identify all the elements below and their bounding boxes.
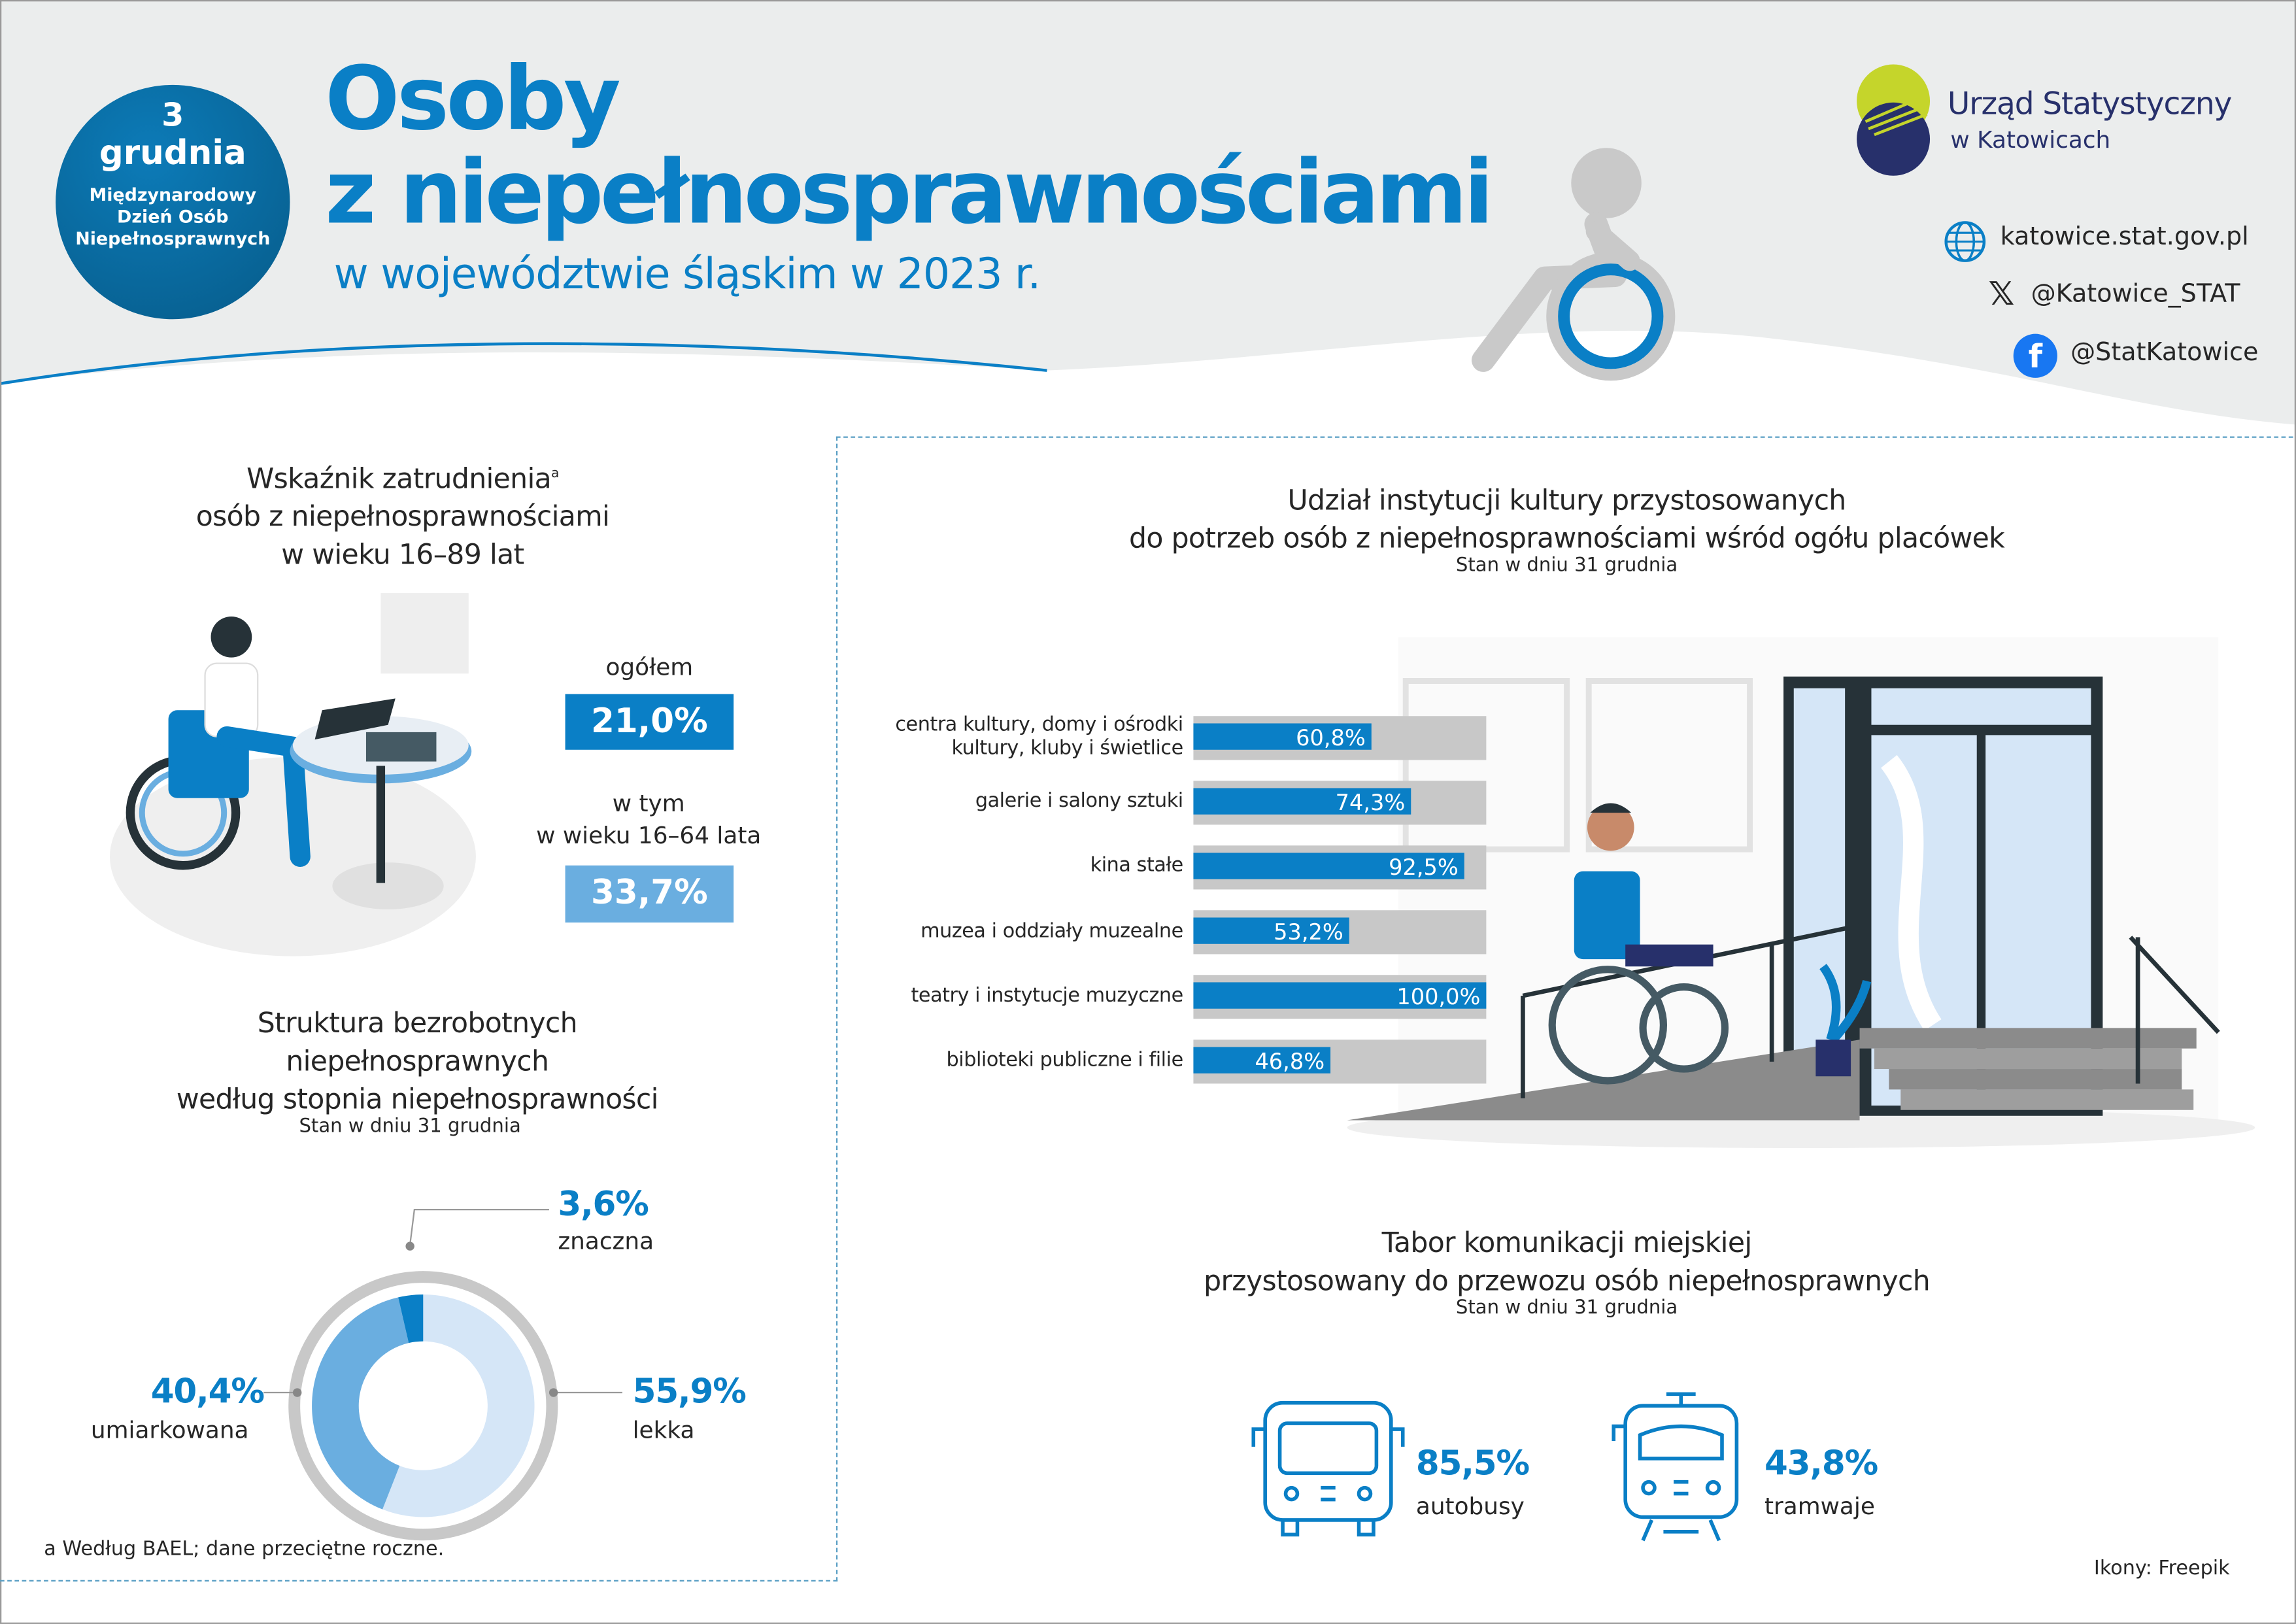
header-background xyxy=(0,0,2296,425)
facebook-link[interactable]: @StatKatowice xyxy=(2070,338,2259,368)
x-link[interactable]: @Katowice_STAT xyxy=(2031,279,2240,309)
donut-slice-lekka xyxy=(382,1294,535,1517)
bar-category-label: teatry i instytucje muzyczne xyxy=(911,983,1184,1007)
bar-category-label: galerie i salony sztuki xyxy=(975,789,1183,813)
page-subtitle: w województwie śląskim w 2023 r. xyxy=(333,248,1041,299)
footnote-marker: a xyxy=(551,467,559,482)
footnote: a Według BAEL; dane przeciętne roczne. xyxy=(44,1537,445,1561)
page-title-line1: Osoby xyxy=(325,48,620,151)
donut-label-lekka-value: 55,9% xyxy=(632,1373,747,1412)
culture-title: Udział instytucji kultury przystosowanyc… xyxy=(1025,482,2108,558)
culture-bar-chart: 60,8% 74,3% 92,5% 53,2% 100,0% 46,8% xyxy=(1193,716,1487,1084)
bar xyxy=(1193,917,1349,944)
bar-value-label: 100,0% xyxy=(1396,984,1480,1009)
section-divider-top xyxy=(836,436,2293,438)
bar-value-label: 60,8% xyxy=(1296,725,1366,751)
leader-dot-umiarkowana xyxy=(292,1388,302,1397)
donut-label-znaczna: znaczna xyxy=(558,1226,654,1255)
employment-title: Wskaźnik zatrudnieniaa osób z niepełnosp… xyxy=(88,456,717,575)
bar xyxy=(1193,788,1411,815)
bar-category-label: kina stałe xyxy=(1090,854,1184,878)
unemployed-note: Stan w dniu 31 grudnia xyxy=(299,1115,521,1138)
globe-icon xyxy=(1944,221,1986,262)
bar xyxy=(1193,1047,1331,1074)
facebook-icon: f xyxy=(2013,333,2057,378)
donut-label-lekka: lekka xyxy=(632,1415,695,1444)
donut-label-znaczna-value: 3,6% xyxy=(558,1186,649,1225)
bus-label: autobusy xyxy=(1415,1492,1525,1520)
transport-note: Stan w dniu 31 grudnia xyxy=(1455,1297,1678,1320)
transport-title-line1: Tabor komunikacji miejskiej xyxy=(1381,1226,1753,1260)
unemployed-title-line3: według stopnia niepełnosprawności xyxy=(176,1083,659,1116)
employment-total-label: ogółem xyxy=(605,652,694,681)
donut-label-umiarkowana-value: 40,4% xyxy=(150,1373,265,1412)
employment-sub-value: 33,7% xyxy=(565,865,734,923)
leader-dot-znaczna xyxy=(405,1242,414,1251)
bar xyxy=(1193,723,1372,750)
badge-day: 3 xyxy=(161,98,184,135)
bar-category-label: muzea i oddziały muzealne xyxy=(920,919,1183,943)
employment-title-line3: w wieku 16–89 lat xyxy=(281,539,524,572)
unemployed-title-line2: niepełnosprawnych xyxy=(286,1045,549,1078)
bar-category-label: biblioteki publiczne i filie xyxy=(946,1048,1184,1072)
section-divider-vertical xyxy=(836,436,838,1582)
building-ramp-illustration xyxy=(1347,637,2255,1149)
employment-sub-label2: w wieku 16–64 lata xyxy=(536,821,762,850)
leader-dot-lekka xyxy=(549,1388,558,1397)
culture-title-line1: Udział instytucji kultury przystosowanyc… xyxy=(1287,484,1847,517)
badge-line1: Międzynarodowy xyxy=(89,184,257,205)
bar-value-label: 53,2% xyxy=(1274,919,1343,945)
culture-title-line2: do potrzeb osób z niepełnosprawnościami … xyxy=(1129,522,2005,555)
transport-title-line2: przystosowany do przewozu osób niepełnos… xyxy=(1204,1265,1931,1298)
wheelchair-symbol-icon xyxy=(1471,148,1676,381)
woman-at-desk-illustration xyxy=(109,593,476,956)
badge-line3: Niepełnosprawnych xyxy=(75,228,271,249)
x-logo-icon: 𝕏 xyxy=(1988,277,2015,314)
tram-label: tramwaje xyxy=(1764,1492,1875,1520)
tram-value: 43,8% xyxy=(1764,1445,1878,1483)
bar xyxy=(1193,982,1487,1009)
unemployed-donut-chart xyxy=(263,1208,622,1541)
leader-line-znaczna xyxy=(409,1208,549,1245)
donut-label-umiarkowana: umiarkowana xyxy=(90,1415,249,1444)
bar-category-label: centra kultury, domy i ośrodki kultury, … xyxy=(895,713,1183,760)
icon-credits: Ikony: Freepik xyxy=(2093,1556,2230,1580)
bus-icon xyxy=(1251,1400,1405,1537)
bus-value: 85,5% xyxy=(1415,1445,1530,1483)
unemployed-title-line1: Struktura bezrobotnych xyxy=(257,1007,578,1040)
transport-title: Tabor komunikacji miejskiej przystosowan… xyxy=(1025,1224,2108,1300)
section-divider-bottom xyxy=(0,1580,838,1582)
org-logo-icon xyxy=(1857,64,1931,176)
culture-note: Stan w dniu 31 grudnia xyxy=(1455,554,1678,577)
employment-total-value: 21,0% xyxy=(565,694,734,750)
badge-month: grudnia xyxy=(99,135,246,173)
website-link[interactable]: katowice.stat.gov.pl xyxy=(2000,222,2249,252)
page-title-line2: z niepełnosprawnościami xyxy=(325,142,1494,245)
org-city: w Katowicach xyxy=(1950,126,2111,154)
bar xyxy=(1193,853,1464,879)
date-badge: 3 grudnia Międzynarodowy Dzień Osób Niep… xyxy=(56,84,290,320)
employment-title-line2: osób z niepełnosprawnościami xyxy=(195,501,610,534)
unemployed-title: Struktura bezrobotnych niepełnosprawnych… xyxy=(59,1005,777,1119)
tram-icon xyxy=(1612,1392,1739,1542)
employment-title-line1: Wskaźnik zatrudnienia xyxy=(246,463,552,496)
donut-outer-ring xyxy=(288,1271,558,1541)
donut-slice-umiarkowana xyxy=(312,1297,409,1510)
badge-line2: Dzień Osób xyxy=(117,206,229,228)
employment-sub-label1: w tym xyxy=(612,789,685,817)
bar-value-label: 74,3% xyxy=(1336,790,1406,815)
bar-value-label: 92,5% xyxy=(1389,854,1459,880)
donut-slice-znaczna xyxy=(398,1294,424,1344)
bar-value-label: 46,8% xyxy=(1255,1049,1325,1074)
org-name: Urząd Statystyczny xyxy=(1947,86,2232,122)
